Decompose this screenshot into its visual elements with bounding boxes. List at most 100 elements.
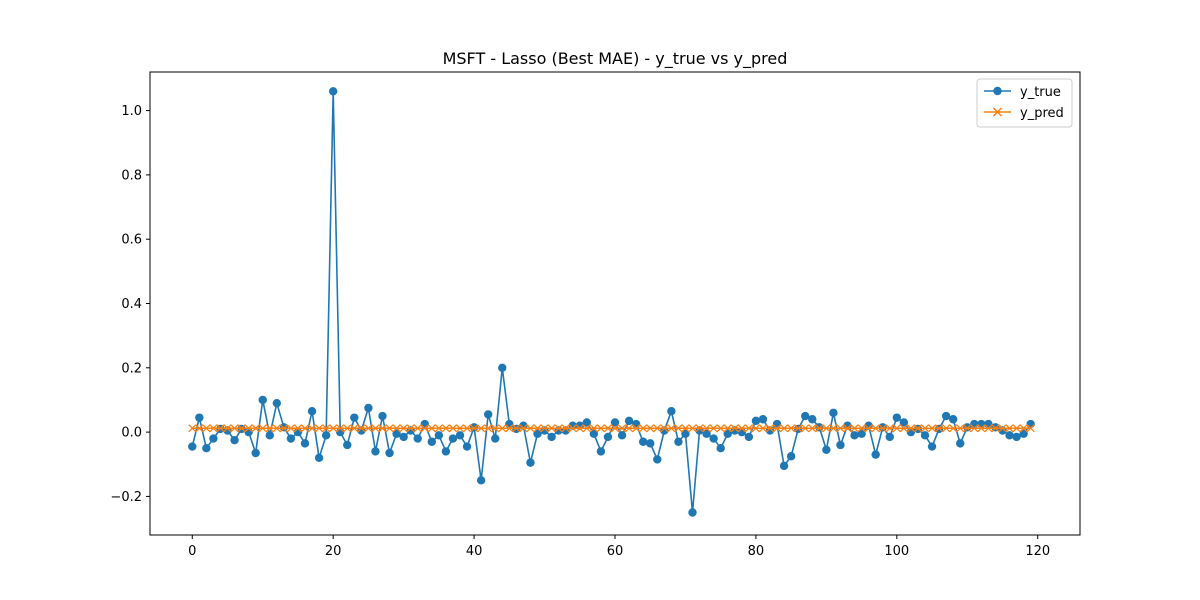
point-y-true xyxy=(582,418,592,427)
point-y-pred xyxy=(603,424,613,433)
point-y-pred xyxy=(364,424,373,433)
point-y-pred xyxy=(223,424,232,433)
point-y-pred xyxy=(674,424,683,433)
point-y-true xyxy=(188,442,197,451)
point-y-pred xyxy=(272,424,281,433)
point-y-true xyxy=(624,416,634,426)
point-y-pred xyxy=(413,424,422,433)
point-y-true xyxy=(371,447,380,456)
legend-label-y-true: y_true xyxy=(1020,85,1061,100)
point-y-true xyxy=(547,432,556,442)
point-y-true xyxy=(1026,419,1035,429)
point-y-true xyxy=(251,448,260,458)
point-y-pred xyxy=(864,424,873,433)
point-y-true xyxy=(448,434,458,443)
point-y-pred xyxy=(371,424,380,433)
point-y-pred xyxy=(561,424,570,433)
point-y-pred xyxy=(737,424,746,433)
y-tick-label: 0.6 xyxy=(121,233,142,248)
point-y-true xyxy=(483,410,493,419)
point-y-true xyxy=(230,435,239,445)
point-y-true xyxy=(455,431,465,440)
point-y-pred xyxy=(265,424,274,433)
point-y-true xyxy=(702,429,711,438)
point-y-pred xyxy=(307,424,317,433)
x-tick-label: 20 xyxy=(325,544,342,559)
point-y-true xyxy=(716,443,725,453)
point-y-pred xyxy=(505,424,514,433)
point-y-pred xyxy=(751,424,760,433)
point-y-pred xyxy=(998,424,1007,433)
point-y-pred xyxy=(723,424,732,433)
point-y-true xyxy=(751,416,761,426)
point-y-pred xyxy=(237,424,246,433)
point-y-pred xyxy=(1019,424,1028,433)
point-y-true xyxy=(392,429,401,438)
point-y-pred xyxy=(568,424,577,433)
x-tick-label: 40 xyxy=(466,544,483,559)
point-y-pred xyxy=(547,424,556,433)
point-y-true xyxy=(850,431,859,440)
point-y-true xyxy=(526,458,535,467)
point-y-pred xyxy=(850,424,859,433)
point-y-pred xyxy=(942,424,951,433)
point-y-pred xyxy=(892,424,901,433)
point-y-pred xyxy=(554,424,563,433)
point-y-true xyxy=(603,432,613,442)
point-y-true xyxy=(589,429,599,438)
point-y-pred xyxy=(632,424,641,433)
point-y-pred xyxy=(1005,424,1014,433)
point-y-true xyxy=(491,434,500,443)
point-y-true xyxy=(674,437,683,446)
point-y-pred xyxy=(216,424,225,433)
point-y-true xyxy=(836,440,845,450)
point-y-pred xyxy=(667,424,676,433)
point-y-true xyxy=(829,408,838,418)
y-tick-label: 0.0 xyxy=(121,426,142,441)
point-y-true xyxy=(413,434,422,443)
point-y-true xyxy=(681,429,690,438)
point-y-pred xyxy=(801,424,810,433)
point-y-pred xyxy=(639,424,648,433)
point-y-pred xyxy=(357,424,366,433)
point-y-pred xyxy=(343,424,352,433)
point-y-true xyxy=(927,442,937,451)
x-tick-label: 0 xyxy=(188,544,196,559)
point-y-pred xyxy=(300,424,310,433)
point-y-pred xyxy=(491,424,500,433)
point-y-pred xyxy=(392,424,401,433)
point-y-pred xyxy=(575,424,584,433)
point-y-pred xyxy=(350,424,359,433)
point-y-pred xyxy=(230,424,239,433)
point-y-pred xyxy=(956,424,965,433)
point-y-pred xyxy=(533,424,542,433)
point-y-pred xyxy=(681,424,690,433)
chart-title: MSFT - Lasso (Best MAE) - y_true vs y_pr… xyxy=(443,49,788,69)
point-y-pred xyxy=(1012,424,1021,433)
point-y-pred xyxy=(935,424,944,433)
point-y-true xyxy=(385,448,394,458)
point-y-true xyxy=(434,431,444,440)
point-y-pred xyxy=(970,424,979,433)
point-y-pred xyxy=(653,424,662,433)
point-y-pred xyxy=(843,424,852,433)
point-y-pred xyxy=(477,424,486,433)
legend: y_true y_pred xyxy=(976,78,1073,128)
point-y-pred xyxy=(322,424,331,433)
point-y-pred xyxy=(329,424,338,433)
point-y-true xyxy=(202,443,211,453)
point-y-true xyxy=(758,415,768,424)
point-y-pred xyxy=(906,424,915,433)
point-y-true xyxy=(596,447,606,456)
point-y-pred xyxy=(378,424,387,433)
point-y-true xyxy=(786,452,796,461)
point-y-pred xyxy=(279,424,288,433)
point-y-true xyxy=(328,87,338,96)
point-y-true xyxy=(498,363,507,373)
point-y-true xyxy=(209,434,218,443)
point-y-pred xyxy=(885,424,894,433)
legend-label-y-pred: y_pred xyxy=(1020,106,1064,121)
point-y-true xyxy=(420,419,429,429)
point-y-true xyxy=(808,415,817,424)
